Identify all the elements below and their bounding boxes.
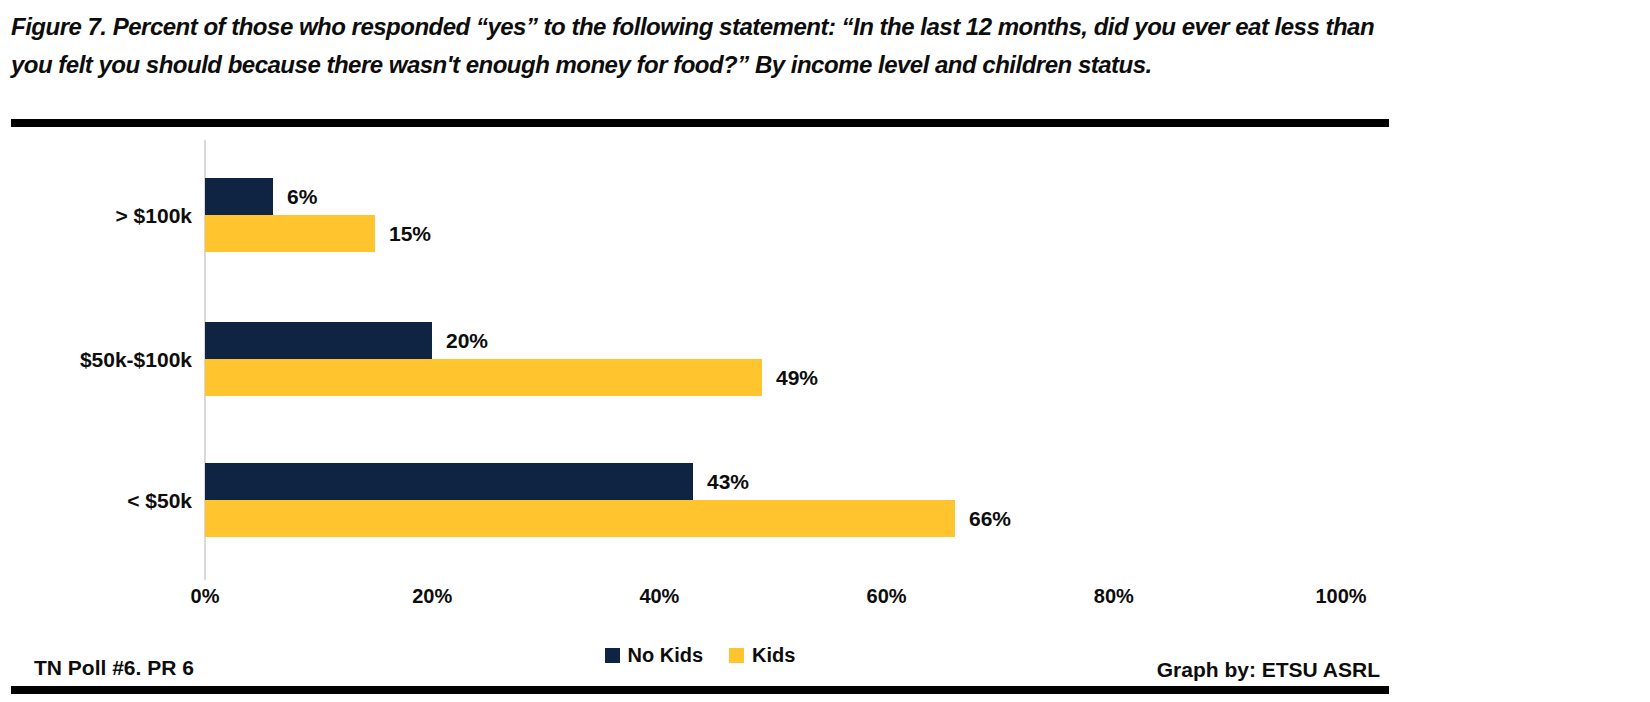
bar-value-label: 49% <box>776 359 818 396</box>
category-label: < $50k <box>12 487 192 514</box>
x-tick-label: 60% <box>842 585 932 608</box>
x-tick-label: 0% <box>160 585 250 608</box>
x-tick-label: 40% <box>614 585 704 608</box>
bar-value-label: 66% <box>969 500 1011 537</box>
figure-title: Figure 7. Percent of those who responded… <box>11 8 1643 84</box>
bar-no-kids <box>205 463 693 500</box>
figure-page: Figure 7. Percent of those who responded… <box>0 0 1650 702</box>
x-tick-label: 100% <box>1296 585 1386 608</box>
bar-no-kids <box>205 322 432 359</box>
top-rule <box>11 119 1389 127</box>
bar-kids <box>205 500 955 537</box>
bar-kids <box>205 359 762 396</box>
bar-no-kids <box>205 178 273 215</box>
legend-label: Kids <box>752 644 795 667</box>
bar-value-label: 43% <box>707 463 749 500</box>
x-tick-label: 80% <box>1069 585 1159 608</box>
legend-item-no-kids: No Kids <box>605 644 704 667</box>
category-label: $50k-$100k <box>12 346 192 373</box>
figure-title-line-2: you felt you should because there wasn't… <box>11 46 1643 84</box>
legend-swatch-no-kids <box>605 648 620 663</box>
bottom-rule <box>11 686 1389 694</box>
poll-source-label: TN Poll #6. PR 6 <box>34 656 194 680</box>
bar-kids <box>205 215 375 252</box>
category-label: > $100k <box>12 202 192 229</box>
bar-value-label: 6% <box>287 178 317 215</box>
legend-label: No Kids <box>628 644 704 667</box>
legend-item-kids: Kids <box>729 644 795 667</box>
legend-swatch-kids <box>729 648 744 663</box>
bar-value-label: 20% <box>446 322 488 359</box>
bar-value-label: 15% <box>389 215 431 252</box>
figure-title-line-1: Figure 7. Percent of those who responded… <box>11 8 1643 46</box>
graph-credit-label: Graph by: ETSU ASRL <box>1157 658 1380 682</box>
x-tick-label: 20% <box>387 585 477 608</box>
